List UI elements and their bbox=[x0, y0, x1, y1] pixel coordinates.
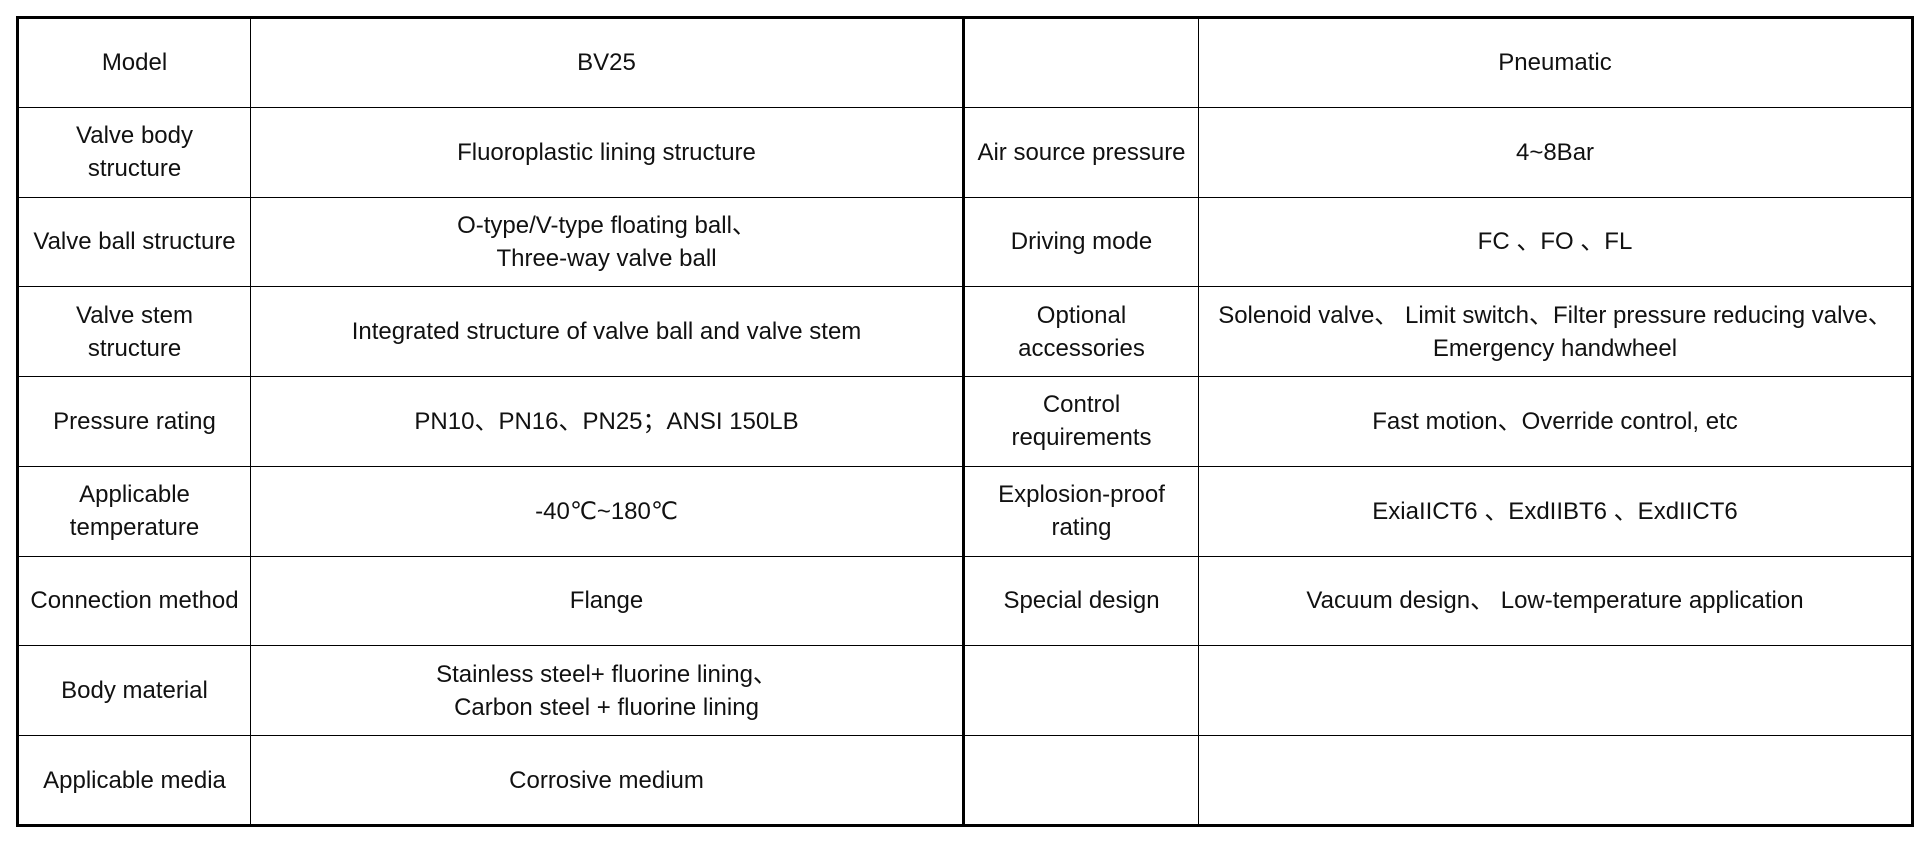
row-label-right: Air source pressure bbox=[963, 106, 1199, 198]
row-value-left: Fluoroplastic lining structure bbox=[250, 106, 965, 198]
valve-spec-table: Model BV25 Pneumatic Valve body structure Fl… bbox=[16, 16, 1914, 827]
row-value-right bbox=[1198, 735, 1913, 826]
table-row: Applicable temperature -40℃~180℃ Explosion… bbox=[17, 465, 1913, 557]
row-label-left: Valve ball structure bbox=[17, 196, 251, 288]
row-label-right: Driving mode bbox=[963, 196, 1199, 288]
row-value-left: Flange bbox=[250, 555, 965, 647]
table-row: Valve ball structure O-type/V-type floati… bbox=[17, 196, 1913, 288]
table-row: Applicable media Corrosive medium bbox=[17, 735, 1913, 826]
row-value-left: PN10、PN16、PN25；ANSI 150LB bbox=[250, 376, 965, 467]
row-value-right bbox=[1198, 645, 1913, 737]
row-label-right: Control requirements bbox=[963, 376, 1199, 467]
table-row: Connection method Flange Special design Vac… bbox=[17, 555, 1913, 647]
row-label-right: Explosion-proof rating bbox=[963, 465, 1199, 557]
row-value-left: Integrated structure of valve ball and v… bbox=[250, 286, 965, 378]
table-row: Pressure rating PN10、PN16、PN25；ANSI 150LB… bbox=[17, 376, 1913, 467]
row-value-left: Corrosive medium bbox=[250, 735, 965, 826]
table-row: Valve body structure Fluoroplastic lining… bbox=[17, 106, 1913, 198]
table-row: Valve stem structure Integrated structure… bbox=[17, 286, 1913, 378]
row-label-left: Body material bbox=[17, 645, 251, 737]
row-value-left: BV25 bbox=[250, 17, 965, 108]
row-value-right: Pneumatic bbox=[1198, 17, 1913, 108]
spec-table-body: Model BV25 Pneumatic Valve body structure Fl… bbox=[17, 17, 1913, 826]
row-label-left: Pressure rating bbox=[17, 376, 251, 467]
row-label-left: Valve stem structure bbox=[17, 286, 251, 378]
row-label-right: Optional accessories bbox=[963, 286, 1199, 378]
row-value-right: FC 、FO 、FL bbox=[1198, 196, 1913, 288]
row-value-right: Fast motion、Override control, etc bbox=[1198, 376, 1913, 467]
row-label-left: Model bbox=[17, 17, 251, 108]
row-label-left: Valve body structure bbox=[17, 106, 251, 198]
row-value-right: Vacuum design、 Low-temperature applicati… bbox=[1198, 555, 1913, 647]
row-value-left: Stainless steel+ fluorine lining、 Carbon… bbox=[250, 645, 965, 737]
row-value-left: O-type/V-type floating ball、 Three-way v… bbox=[250, 196, 965, 288]
row-label-right: Special design bbox=[963, 555, 1199, 647]
row-value-right: ExiaIICT6 、ExdIIBT6 、ExdIICT6 bbox=[1198, 465, 1913, 557]
row-label-left: Connection method bbox=[17, 555, 251, 647]
row-label-left: Applicable media bbox=[17, 735, 251, 826]
table-row: Body material Stainless steel+ fluorine l… bbox=[17, 645, 1913, 737]
row-label-left: Applicable temperature bbox=[17, 465, 251, 557]
row-value-right: Solenoid valve、 Limit switch、Filter pres… bbox=[1198, 286, 1913, 378]
row-label-right bbox=[963, 17, 1199, 108]
table-row: Model BV25 Pneumatic bbox=[17, 17, 1913, 108]
row-label-right bbox=[963, 645, 1199, 737]
row-label-right bbox=[963, 735, 1199, 826]
row-value-left: -40℃~180℃ bbox=[250, 465, 965, 557]
row-value-right: 4~8Bar bbox=[1198, 106, 1913, 198]
